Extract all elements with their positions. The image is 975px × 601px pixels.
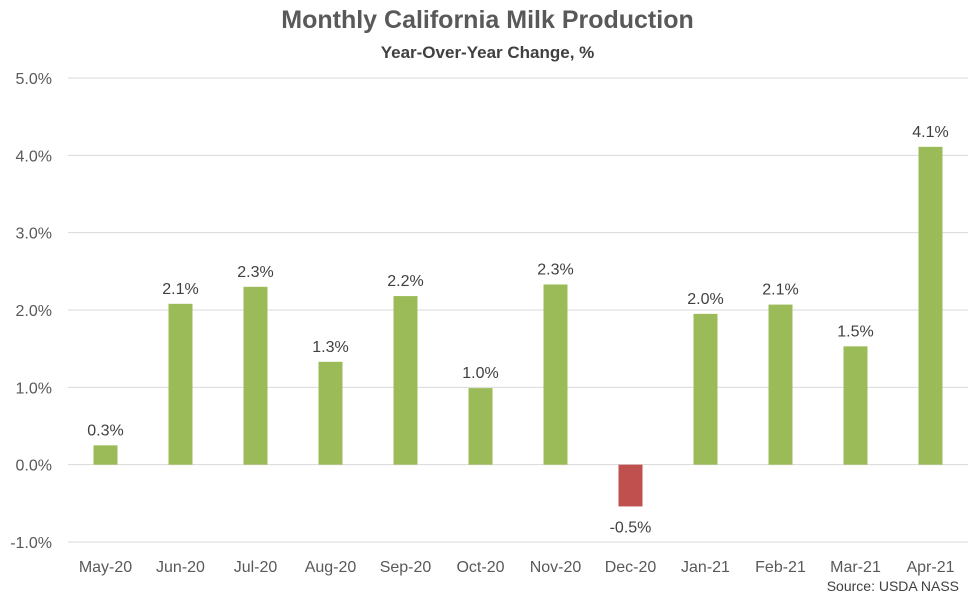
data-label: 1.0% [462,365,498,382]
bar [168,303,193,465]
x-tick-label: Mar-21 [830,559,881,576]
bar [768,304,793,465]
data-label: 2.3% [237,264,273,281]
data-label: 2.1% [162,281,198,298]
x-tick-label: Jul-20 [234,559,278,576]
bar [543,284,568,465]
bar [393,296,418,465]
data-label: 4.1% [912,124,948,141]
x-tick-label: Aug-20 [305,559,357,576]
x-tick-label: Apr-21 [906,559,954,576]
bar [843,346,868,465]
x-tick-label: Oct-20 [456,559,504,576]
chart-title: Monthly California Milk Production [281,6,694,34]
x-tick-label: Feb-21 [755,559,806,576]
data-label: 2.3% [537,261,573,278]
x-tick-label: Nov-20 [530,559,582,576]
y-tick-label: 5.0% [16,71,52,88]
data-label: 2.2% [387,273,423,290]
y-tick-label: -1.0% [10,535,52,552]
bar [318,361,343,465]
bar [693,313,718,465]
data-label: 2.0% [687,291,723,308]
data-label: 0.3% [87,422,123,439]
x-tick-label: Sep-20 [380,559,432,576]
bar [243,286,268,465]
y-tick-label: 1.0% [16,380,52,397]
chart-subtitle: Year-Over-Year Change, % [380,43,595,62]
x-tick-label: Jan-21 [681,559,730,576]
source-note: Source: USDA NASS [826,578,959,594]
y-tick-label: 3.0% [16,226,52,243]
data-label: 1.5% [837,323,873,340]
bar [93,445,118,465]
x-tick-label: May-20 [79,559,132,576]
bar [468,388,493,465]
x-tick-label: Jun-20 [156,559,205,576]
y-tick-label: 2.0% [16,303,52,320]
data-label: -0.5% [610,519,652,536]
y-tick-label: 0.0% [16,458,52,475]
bar [618,464,643,507]
data-label: 2.1% [762,282,798,299]
y-tick-label: 4.0% [16,148,52,165]
data-label: 1.3% [312,339,348,356]
bar [918,146,943,465]
x-tick-label: Dec-20 [605,559,657,576]
